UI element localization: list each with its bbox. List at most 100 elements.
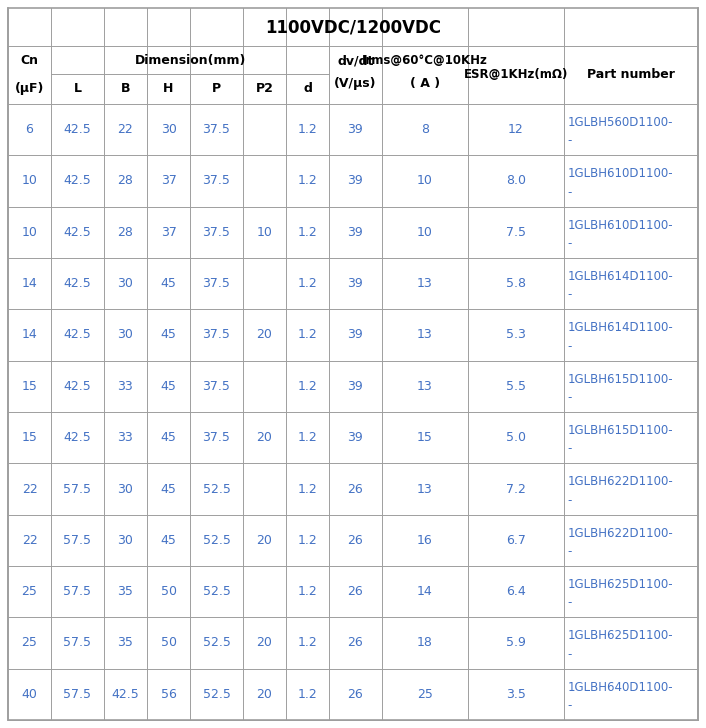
Text: 1.2: 1.2 (298, 277, 318, 290)
Text: H: H (163, 82, 174, 95)
Text: 10: 10 (417, 226, 433, 239)
Text: 1GLBH622D1100-: 1GLBH622D1100- (568, 526, 674, 539)
Text: 16: 16 (417, 534, 433, 547)
Text: 52.5: 52.5 (203, 534, 230, 547)
Text: 1GLBH622D1100-: 1GLBH622D1100- (568, 475, 674, 488)
Text: 35: 35 (117, 636, 133, 649)
Text: 45: 45 (160, 328, 176, 341)
Text: 56: 56 (160, 688, 176, 701)
Text: 5.3: 5.3 (506, 328, 526, 341)
Text: 26: 26 (347, 483, 364, 496)
Text: -: - (568, 699, 572, 712)
Text: 15: 15 (22, 431, 37, 444)
Text: 37.5: 37.5 (203, 226, 230, 239)
Text: 57.5: 57.5 (64, 534, 92, 547)
Text: 39: 39 (347, 277, 364, 290)
Text: 12: 12 (508, 123, 524, 136)
Text: 37.5: 37.5 (203, 123, 230, 136)
Text: 39: 39 (347, 226, 364, 239)
Text: 45: 45 (160, 431, 176, 444)
Text: 1.2: 1.2 (298, 226, 318, 239)
Text: 25: 25 (22, 636, 37, 649)
Text: -: - (568, 545, 572, 558)
Text: 1GLBH625D1100-: 1GLBH625D1100- (568, 629, 674, 642)
Text: 37.5: 37.5 (203, 380, 230, 393)
Text: 57.5: 57.5 (64, 688, 92, 701)
Text: 42.5: 42.5 (64, 380, 91, 393)
Text: 14: 14 (22, 277, 37, 290)
Text: 1.2: 1.2 (298, 175, 318, 188)
Text: -: - (568, 494, 572, 507)
Text: -: - (568, 443, 572, 456)
Text: 26: 26 (347, 688, 364, 701)
Text: 39: 39 (347, 380, 364, 393)
Text: 39: 39 (347, 328, 364, 341)
Text: (V/μs): (V/μs) (334, 77, 376, 90)
Text: 5.9: 5.9 (506, 636, 526, 649)
Text: 13: 13 (417, 277, 433, 290)
Text: B: B (121, 82, 130, 95)
Text: 1.2: 1.2 (298, 380, 318, 393)
Text: 1.2: 1.2 (298, 534, 318, 547)
Text: 1GLBH610D1100-: 1GLBH610D1100- (568, 218, 674, 232)
Text: Cn: Cn (20, 54, 39, 67)
Text: 26: 26 (347, 636, 364, 649)
Text: 28: 28 (117, 226, 133, 239)
Text: 57.5: 57.5 (64, 585, 92, 598)
Text: 50: 50 (160, 636, 176, 649)
Text: P: P (212, 82, 221, 95)
Text: 42.5: 42.5 (64, 328, 91, 341)
Text: 5.5: 5.5 (506, 380, 526, 393)
Text: 1GLBH614D1100-: 1GLBH614D1100- (568, 321, 674, 334)
Text: 37.5: 37.5 (203, 431, 230, 444)
Text: 1GLBH610D1100-: 1GLBH610D1100- (568, 167, 674, 181)
Text: -: - (568, 391, 572, 404)
Text: 45: 45 (160, 277, 176, 290)
Text: 37.5: 37.5 (203, 175, 230, 188)
Text: 1GLBH615D1100-: 1GLBH615D1100- (568, 424, 674, 437)
Text: 6.7: 6.7 (506, 534, 526, 547)
Text: 45: 45 (160, 534, 176, 547)
Text: 6: 6 (25, 123, 33, 136)
Text: 5.0: 5.0 (506, 431, 526, 444)
Text: 52.5: 52.5 (203, 585, 230, 598)
Text: P2: P2 (256, 82, 273, 95)
Text: (μF): (μF) (15, 82, 44, 95)
Text: -: - (568, 135, 572, 148)
Text: 42.5: 42.5 (112, 688, 139, 701)
Text: 20: 20 (256, 328, 273, 341)
Text: 1GLBH615D1100-: 1GLBH615D1100- (568, 373, 674, 386)
Text: 45: 45 (160, 380, 176, 393)
Text: 1GLBH640D1100-: 1GLBH640D1100- (568, 681, 674, 694)
Text: -: - (568, 340, 572, 353)
Text: 13: 13 (417, 380, 433, 393)
Text: 1.2: 1.2 (298, 123, 318, 136)
Text: 1.2: 1.2 (298, 585, 318, 598)
Text: -: - (568, 648, 572, 661)
Text: 7.5: 7.5 (506, 226, 526, 239)
Text: 20: 20 (256, 636, 273, 649)
Text: 25: 25 (417, 688, 433, 701)
Text: 25: 25 (22, 585, 37, 598)
Text: 6.4: 6.4 (506, 585, 526, 598)
Text: 50: 50 (160, 585, 176, 598)
Text: -: - (568, 237, 572, 250)
Text: 37: 37 (160, 175, 176, 188)
Text: 15: 15 (22, 380, 37, 393)
Text: 39: 39 (347, 431, 364, 444)
Text: 22: 22 (117, 123, 133, 136)
Text: 1.2: 1.2 (298, 431, 318, 444)
Text: 20: 20 (256, 534, 273, 547)
Text: 52.5: 52.5 (203, 688, 230, 701)
Text: 14: 14 (22, 328, 37, 341)
Text: 10: 10 (22, 175, 37, 188)
Text: 10: 10 (417, 175, 433, 188)
Text: 10: 10 (256, 226, 273, 239)
Text: 30: 30 (117, 483, 133, 496)
Text: 22: 22 (22, 534, 37, 547)
Text: L: L (73, 82, 81, 95)
Text: 3.5: 3.5 (506, 688, 526, 701)
Text: 13: 13 (417, 483, 433, 496)
Text: 52.5: 52.5 (203, 483, 230, 496)
Text: Irms@60°C@10KHz: Irms@60°C@10KHz (362, 54, 488, 67)
